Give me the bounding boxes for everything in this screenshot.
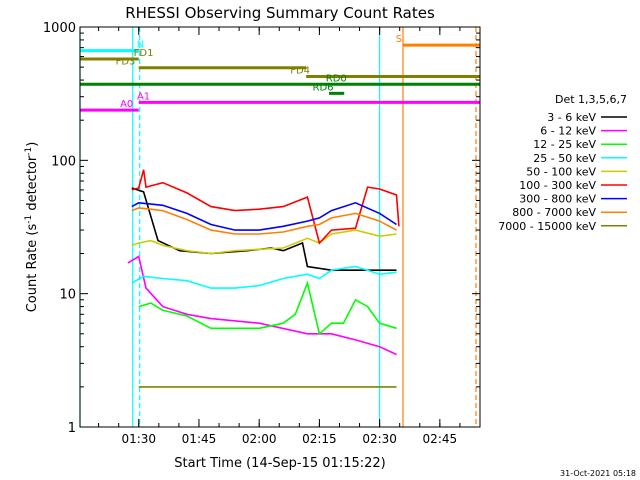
legend-label-1: 6 - 12 keV — [540, 125, 596, 138]
legend-label-2: 12 - 25 keV — [533, 138, 596, 151]
legend-label-6: 300 - 800 keV — [519, 193, 596, 206]
y-axis-label: Count Rate (s-1 detector-1) — [24, 142, 40, 313]
y-tick-label: 1 — [68, 421, 76, 436]
y-tick-label: 1000 — [43, 21, 76, 36]
legend-label-8: 7000 - 15000 keV — [498, 220, 596, 233]
chart-title: RHESSI Observing Summary Count Rates — [125, 4, 435, 22]
legend-title: Det 1,3,5,6,7 — [555, 93, 627, 106]
x-tick-label: 01:30 — [121, 432, 156, 446]
legend-label-4: 50 - 100 keV — [526, 165, 596, 178]
series-line-1 — [127, 255, 397, 356]
axes: 01:30 01:45 02:00 02:15 02:30 02:45 1 10 100 1000 — [43, 21, 481, 446]
y-tick-label: 10 — [59, 288, 76, 303]
series-line-7 — [131, 207, 397, 235]
flag-label-fd3: FD3 — [116, 57, 136, 68]
x-tick-label: 02:15 — [302, 432, 337, 446]
series-line-6 — [131, 201, 397, 231]
flag-label-fd1: FD1 — [134, 48, 154, 59]
series-line-0 — [131, 187, 397, 272]
footer-timestamp: 31-Oct-2021 05:18 — [560, 469, 636, 478]
flag-label-s: S — [396, 34, 402, 45]
y-tick-label: 100 — [51, 154, 76, 169]
x-tick-label: 02:45 — [423, 432, 458, 446]
x-tick-label: 02:00 — [242, 432, 277, 446]
flag-label-a0: A0 — [120, 99, 133, 110]
legend-label-3: 25 - 50 keV — [533, 152, 596, 165]
series-line-3 — [131, 265, 397, 289]
x-tick-label: 02:30 — [362, 432, 397, 446]
flag-label-n: N — [137, 40, 144, 51]
legend-label-5: 100 - 300 keV — [519, 179, 596, 192]
series-line-5 — [131, 169, 400, 245]
flag-label-rd0: RD0 — [326, 73, 347, 84]
plot-frame — [79, 26, 481, 428]
flag-label-rd6: RD6 — [313, 82, 334, 93]
x-tick-label: 01:45 — [182, 432, 217, 446]
series-line-4 — [131, 229, 397, 255]
x-axis-label: Start Time (14-Sep-15 01:15:22) — [174, 456, 385, 471]
flag-label-a1: A1 — [137, 91, 150, 102]
flag-label-fd4: FD4 — [290, 66, 310, 77]
series-line-2 — [138, 280, 397, 336]
legend-label-7: 800 - 7000 keV — [512, 206, 596, 219]
legend-label-0: 3 - 6 keV — [547, 111, 596, 124]
